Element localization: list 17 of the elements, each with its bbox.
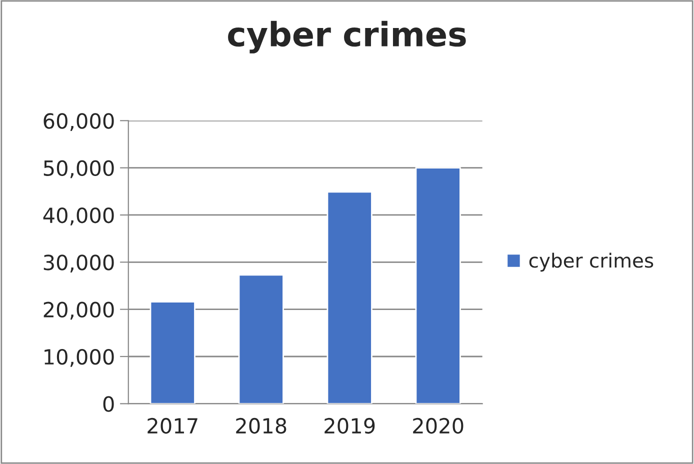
- y-tick-label: 10,000: [44, 348, 114, 367]
- bar: [415, 167, 461, 404]
- chart-title: cyber crimes: [228, 20, 466, 54]
- x-tick-label: 2019: [324, 418, 375, 434]
- bar: [238, 274, 284, 404]
- y-tick-label: 30,000: [44, 254, 114, 272]
- y-tick-label: 60,000: [44, 113, 114, 131]
- y-tick-label: 20,000: [44, 302, 114, 320]
- legend-label: cyber crimes: [529, 252, 654, 272]
- x-tick-label: 2020: [413, 418, 464, 434]
- bar: [326, 191, 372, 404]
- y-tick-label: 0: [103, 396, 114, 412]
- bar: [150, 301, 196, 404]
- y-tick-label: 50,000: [44, 160, 114, 178]
- y-tick-label: 40,000: [43, 207, 114, 226]
- x-tick-label: 2017: [148, 418, 198, 434]
- x-tick-label: 2018: [236, 418, 286, 434]
